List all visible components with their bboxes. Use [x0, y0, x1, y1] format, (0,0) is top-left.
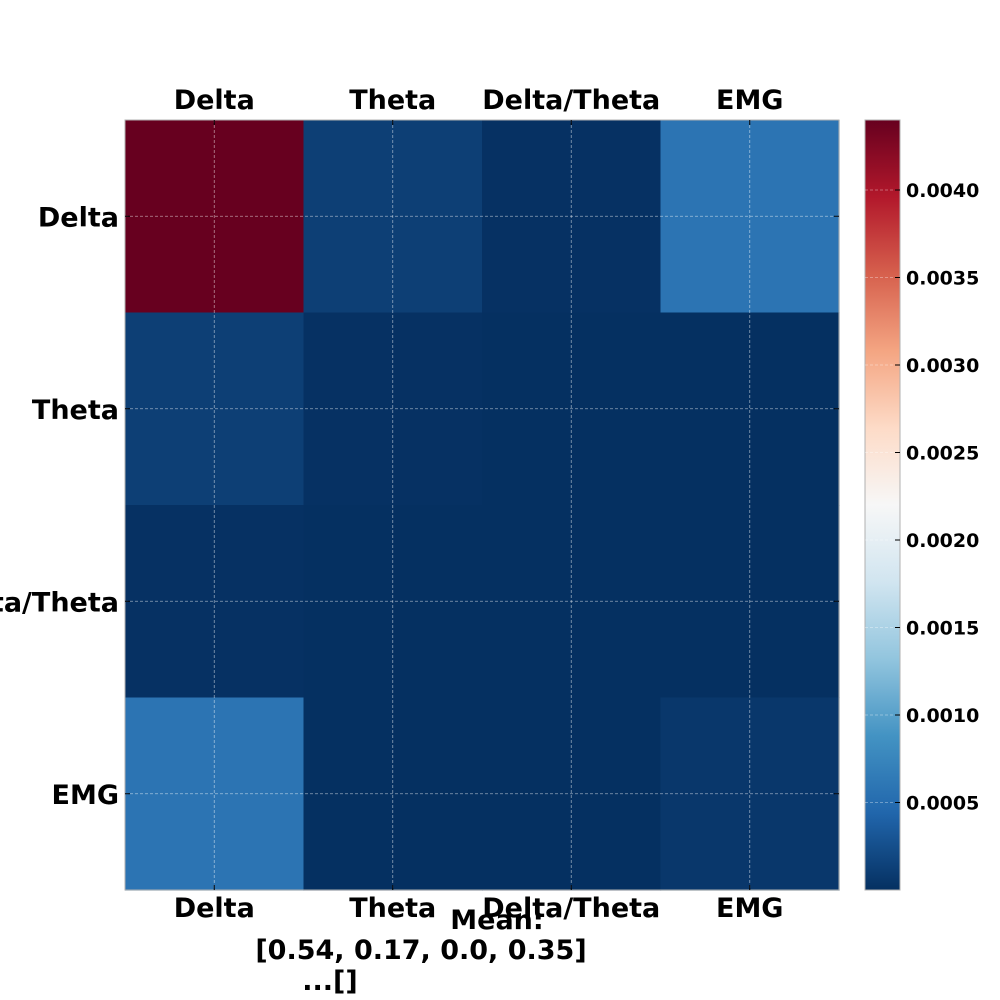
axis-tick-labels: Delta Delta Theta Theta Delta/Theta Delta/The…: [0, 85, 783, 924]
heatmap-frame: [124, 119, 840, 891]
colorbar: [864, 119, 901, 891]
mean-caption: Mean:[0.54, 0.17, 0.0, 0.35]...[]: [255, 905, 586, 997]
y-tick-label: EMG: [52, 780, 119, 811]
heatmap-cell-1-0: [125, 312, 305, 506]
heatmap-cell-3-0: [125, 697, 305, 891]
caption-line: [0.54, 0.17, 0.0, 0.35]: [255, 935, 586, 966]
x-tick-label-top: Theta: [349, 85, 436, 116]
x-tick-label-bottom: EMG: [716, 893, 783, 924]
x-tick-label-bottom: Delta/Theta: [482, 893, 660, 924]
x-tick-label-bottom: Delta: [174, 893, 255, 924]
colorbar-ticks: 0.0005 0.0010 0.0015 0.0020 0.0025 0.0030 0.00…: [865, 180, 979, 815]
caption-line: Mean:: [450, 905, 543, 936]
colorbar-tick-label: 0.0030: [906, 355, 979, 377]
colorbar-tick-label: 0.0035: [906, 268, 979, 290]
x-tick-label-top: Delta/Theta: [482, 85, 660, 116]
colorbar-tick-label: 0.0005: [906, 793, 979, 815]
x-tick-label-top: EMG: [716, 85, 783, 116]
y-tick-label: Delta: [38, 202, 119, 233]
heatmap-gridlines: [125, 120, 839, 890]
y-tick-label: Theta: [32, 395, 119, 426]
axis-tick-marks: [125, 120, 839, 890]
colorbar-tick-label: 0.0015: [906, 618, 979, 640]
heatmap-cells: [125, 120, 840, 891]
x-tick-label-bottom: Theta: [349, 893, 436, 924]
colorbar-tick-label: 0.0010: [906, 705, 979, 727]
colorbar-tick-label: 0.0025: [906, 443, 979, 465]
colorbar-tick-label: 0.0040: [906, 180, 979, 202]
x-tick-label-top: Delta: [174, 85, 255, 116]
y-tick-label: Delta/Theta: [0, 587, 119, 618]
colorbar-tick-label: 0.0020: [906, 530, 979, 552]
caption-line: ...[]: [302, 966, 357, 997]
